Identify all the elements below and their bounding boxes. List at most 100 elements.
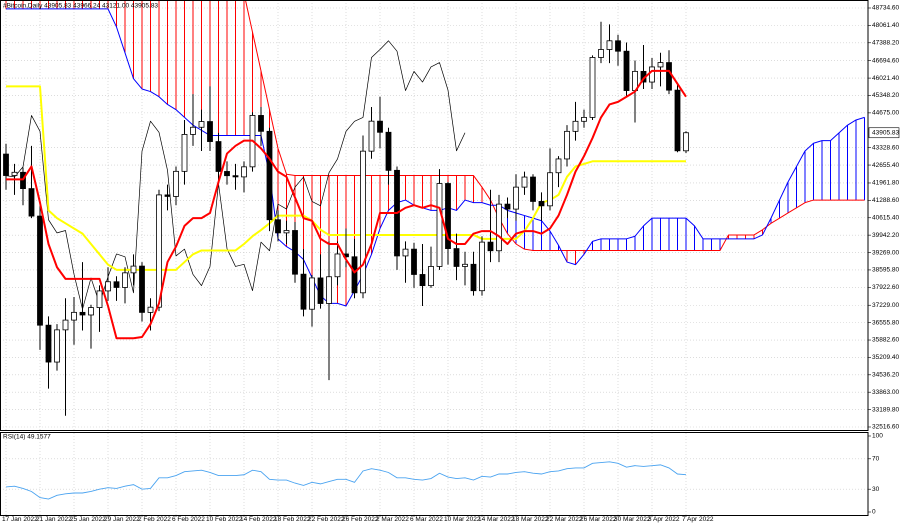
- candle-body: [283, 230, 290, 234]
- candle-body: [96, 290, 103, 308]
- y-tick-label: 47388.20: [872, 39, 899, 46]
- candle-body: [615, 40, 621, 52]
- y-tick-label: 100: [872, 433, 883, 440]
- y-tick-label: 39269.00: [872, 249, 899, 256]
- candle-body: [71, 311, 77, 321]
- candle-body: [130, 265, 137, 274]
- candle-body: [79, 311, 86, 316]
- candle-body: [62, 319, 69, 331]
- y-tick-label: 41961.80: [872, 180, 899, 187]
- y-tick-label: 41288.60: [872, 197, 899, 204]
- y-tick-label: 48061.40: [872, 22, 899, 29]
- candle-body: [504, 203, 511, 210]
- rsi-line: [5, 461, 687, 500]
- y-tick-label: 32516.60: [872, 424, 899, 431]
- candle-body: [181, 134, 188, 172]
- candle-body: [326, 276, 332, 304]
- candle-body: [555, 158, 562, 174]
- candle-body: [241, 166, 247, 178]
- candle-body: [606, 40, 613, 50]
- y-tick-label: 37229.00: [872, 302, 899, 309]
- chart-title: #Bitcoin,Daily 43905.83 43966.24 43121.0…: [3, 3, 158, 10]
- candle-body: [258, 115, 264, 132]
- x-tick-label: 18 Mar 2022: [512, 516, 549, 523]
- candle-body: [147, 306, 154, 313]
- x-tick-label: 10 Feb 2022: [206, 516, 243, 523]
- y-tick-label: 36555.80: [872, 319, 899, 326]
- candle-body: [334, 253, 341, 278]
- y-tick-label: 0: [872, 509, 876, 516]
- candle-body: [530, 176, 536, 202]
- y-tick-label: 37922.60: [872, 284, 899, 291]
- x-tick-label: 3 Apr 2022: [648, 516, 680, 523]
- candle-body: [649, 66, 655, 83]
- candle-body: [572, 120, 579, 132]
- x-tick-label: 29 Jan 2022: [104, 516, 140, 523]
- candle-body: [309, 277, 315, 310]
- y-tick-label: 45348.20: [872, 92, 899, 99]
- rsi-frame: [0, 432, 869, 516]
- x-tick-label: 21 Jan 2022: [36, 516, 72, 523]
- x-tick-label: 25 Jan 2022: [70, 516, 106, 523]
- candle-body: [198, 121, 205, 128]
- candle-body: [496, 203, 502, 252]
- candle-body: [623, 50, 630, 91]
- price-frame: [0, 0, 869, 431]
- rsi-plot: [0, 433, 868, 516]
- y-tick-label: 48734.60: [872, 5, 899, 12]
- last-price-box: [868, 127, 900, 139]
- candle-body: [462, 263, 468, 267]
- candle-body: [470, 263, 477, 292]
- y-tick-label: 30: [872, 486, 880, 493]
- candle-body: [11, 171, 18, 176]
- x-tick-label: 18 Feb 2022: [274, 516, 311, 523]
- candle-body: [487, 241, 494, 252]
- candle-body: [122, 272, 128, 288]
- candle-body: [88, 307, 94, 316]
- y-tick-label: 70: [872, 456, 880, 463]
- y-tick-label: 34536.20: [872, 372, 899, 379]
- candle-body: [317, 277, 324, 304]
- senkou_b-line: [6, 8, 865, 307]
- candle-body: [674, 89, 681, 152]
- axes: [0, 0, 869, 516]
- candle-body: [190, 126, 196, 135]
- candle-body: [385, 131, 392, 171]
- candle-body: [368, 120, 375, 152]
- candle-body: [547, 172, 553, 207]
- labels: #Bitcoin,Daily 43905.83 43966.24 43121.0…: [2, 3, 899, 523]
- candle-body: [292, 230, 298, 275]
- x-tick-label: 6 Feb 2022: [172, 516, 205, 523]
- candle-body: [232, 175, 239, 178]
- candle-body: [164, 194, 171, 197]
- candle-body: [215, 141, 222, 172]
- y-tick-label: 42655.40: [872, 162, 899, 169]
- candle-body: [300, 273, 307, 310]
- y-tick-label: 46021.40: [872, 75, 899, 82]
- candle-body: [113, 281, 120, 288]
- candle-body: [521, 176, 528, 188]
- candle-body: [402, 248, 409, 257]
- y-tick-label: 46694.60: [872, 57, 899, 64]
- candle-body: [564, 130, 570, 160]
- price-plot: [0, 0, 868, 430]
- candle-body: [445, 183, 451, 249]
- candle-body: [37, 215, 43, 326]
- x-tick-label: 17 Jan 2022: [2, 516, 38, 523]
- y-tick-label: 40615.40: [872, 214, 899, 221]
- y-tick-label: 33189.80: [872, 406, 899, 413]
- x-tick-label: 14 Feb 2022: [240, 516, 277, 523]
- candle-body: [351, 256, 358, 294]
- x-tick-label: 22 Mar 2022: [546, 516, 583, 523]
- candle-body: [453, 248, 460, 267]
- candle-body: [275, 219, 281, 234]
- candle-body: [479, 241, 485, 292]
- candle-body: [207, 121, 213, 142]
- candle-body: [581, 116, 587, 122]
- y-tick-label: 39942.20: [872, 232, 899, 239]
- x-tick-label: 26 Feb 2022: [342, 516, 379, 523]
- candle-body: [3, 153, 9, 176]
- candle-body: [598, 49, 604, 58]
- candle-body: [139, 265, 145, 313]
